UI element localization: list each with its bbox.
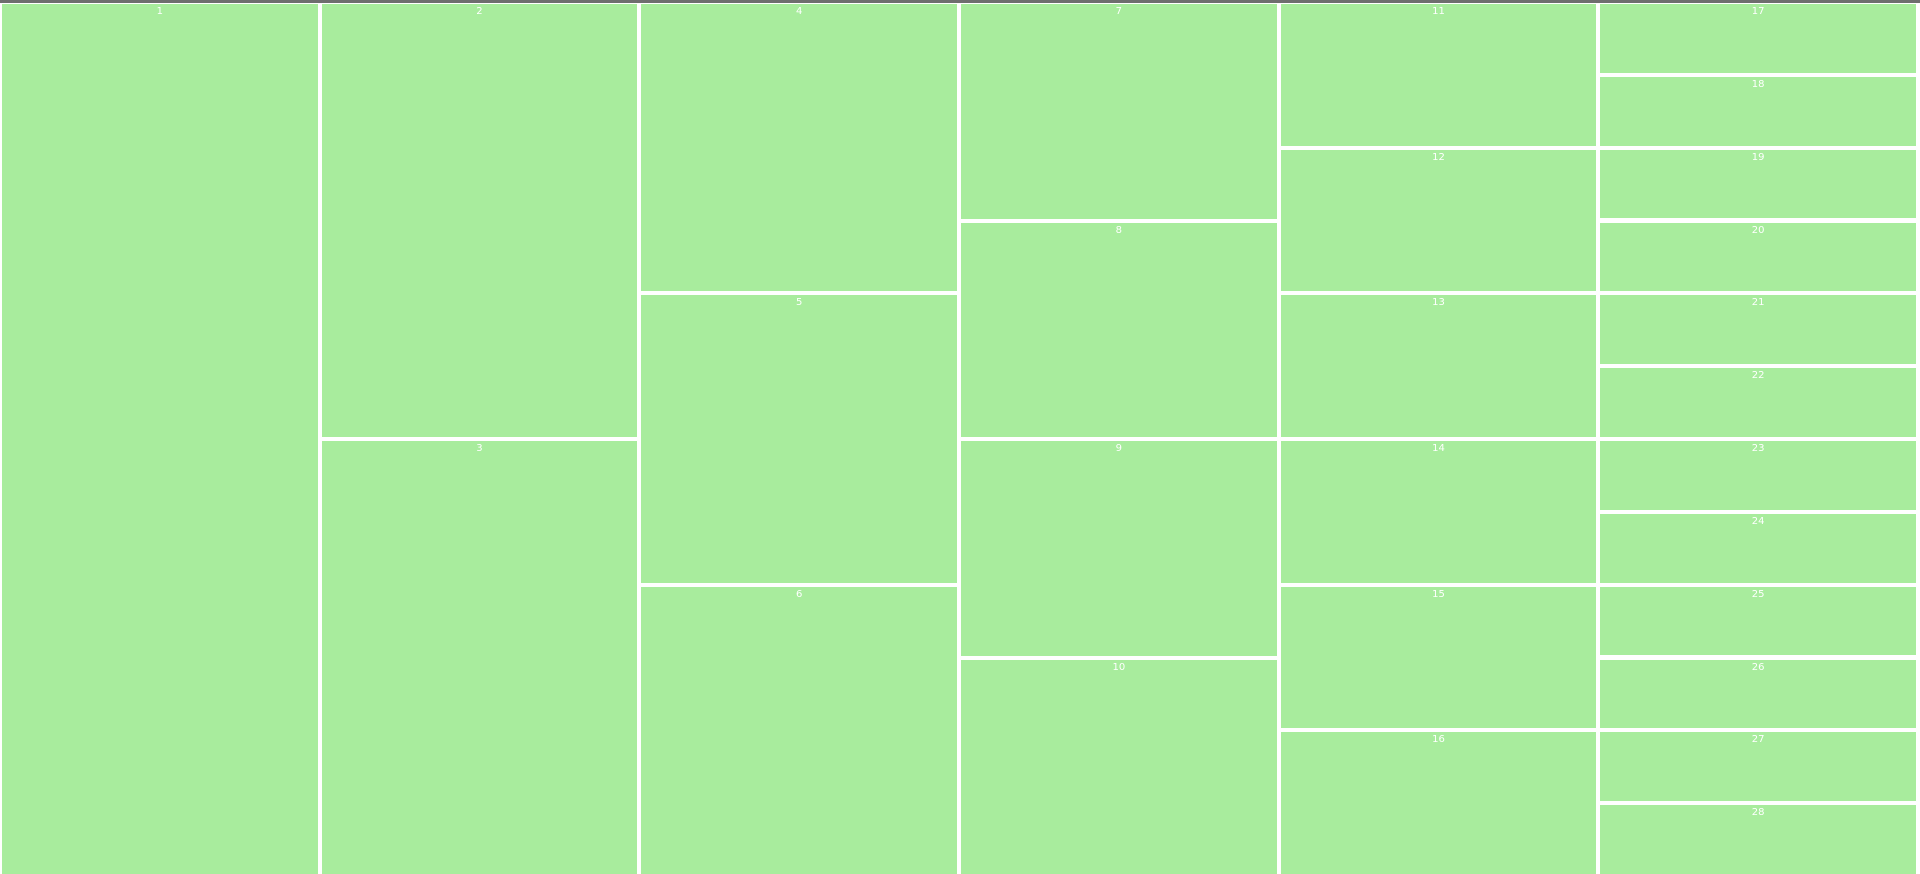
panel-label: 2 <box>476 6 483 17</box>
panel-label: 7 <box>1115 6 1123 17</box>
panel-label: 5 <box>795 297 803 309</box>
top-border <box>0 0 1920 3</box>
panel-label: 19 <box>1751 151 1765 163</box>
panel-label: 3 <box>476 443 483 454</box>
panel: 1 <box>2 4 318 874</box>
panel-label: 12 <box>1432 151 1445 163</box>
panel-label: 17 <box>1751 6 1765 17</box>
panel: 18 <box>1600 76 1916 146</box>
panel: 20 <box>1600 222 1916 292</box>
panel: 4 <box>641 4 957 292</box>
panel: 9 <box>961 441 1277 656</box>
panel: 26 <box>1600 659 1916 729</box>
panel-label: 9 <box>1115 443 1123 454</box>
panel-label: 26 <box>1751 661 1765 673</box>
panel: 8 <box>961 222 1277 437</box>
panel: 12 <box>1280 149 1597 292</box>
panel-label: 16 <box>1432 734 1445 746</box>
panel: 14 <box>1280 441 1597 583</box>
panel-label: 18 <box>1751 78 1765 90</box>
panel: 19 <box>1600 149 1916 219</box>
panel-label: 11 <box>1432 6 1445 17</box>
panel: 21 <box>1600 295 1916 365</box>
panel: 15 <box>1280 586 1597 729</box>
panel-label: 15 <box>1432 588 1445 600</box>
panel: 27 <box>1600 732 1916 802</box>
panel-label: 27 <box>1751 734 1765 746</box>
panel-label: 10 <box>1112 661 1126 673</box>
panel: 5 <box>641 295 957 583</box>
panel: 11 <box>1280 4 1597 146</box>
panel: 28 <box>1600 805 1916 874</box>
panel: 25 <box>1600 586 1916 656</box>
panel: 10 <box>961 659 1277 874</box>
panel: 7 <box>961 4 1277 219</box>
panel-label: 21 <box>1751 297 1765 309</box>
panel-label: 28 <box>1751 807 1765 819</box>
panel-label: 24 <box>1751 515 1765 527</box>
panel: 23 <box>1600 441 1916 510</box>
panel-label: 6 <box>795 588 803 600</box>
panel-label: 25 <box>1751 588 1765 600</box>
panel-label: 22 <box>1751 370 1765 382</box>
panel-label: 23 <box>1751 443 1765 454</box>
panel: 13 <box>1280 295 1597 437</box>
panel: 22 <box>1600 368 1916 437</box>
panel: 6 <box>641 586 957 874</box>
panel-label: 14 <box>1432 443 1445 454</box>
panel: 2 <box>321 4 638 437</box>
panel-label: 20 <box>1751 224 1765 236</box>
panel: 17 <box>1600 4 1916 73</box>
panel-label: 13 <box>1432 297 1445 309</box>
panel: 16 <box>1280 732 1597 874</box>
panel-label: 4 <box>795 6 803 17</box>
panel: 24 <box>1600 513 1916 583</box>
panel: 3 <box>321 441 638 874</box>
panel-label: 1 <box>156 6 164 17</box>
panel-label: 8 <box>1115 224 1123 236</box>
